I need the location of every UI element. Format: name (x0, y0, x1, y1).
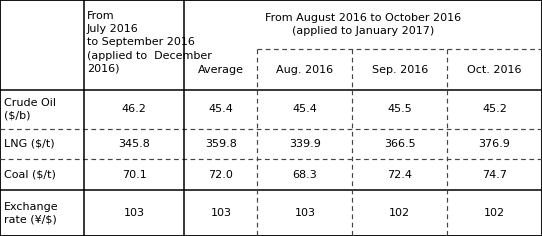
Text: 45.5: 45.5 (388, 104, 412, 114)
Text: Exchange
rate (¥/$): Exchange rate (¥/$) (4, 202, 59, 224)
Text: 74.7: 74.7 (482, 170, 507, 180)
Text: 45.2: 45.2 (482, 104, 507, 114)
Text: Crude Oil
($/b): Crude Oil ($/b) (4, 98, 56, 120)
Text: 103: 103 (210, 208, 231, 218)
Text: 70.1: 70.1 (122, 170, 146, 180)
Text: 366.5: 366.5 (384, 139, 416, 149)
Text: 72.4: 72.4 (387, 170, 412, 180)
Text: 68.3: 68.3 (293, 170, 317, 180)
Text: From
July 2016
to September 2016
(applied to  December
2016): From July 2016 to September 2016 (applie… (87, 11, 211, 74)
Text: From August 2016 to October 2016
(applied to January 2017): From August 2016 to October 2016 (applie… (265, 13, 461, 36)
Text: Aug. 2016: Aug. 2016 (276, 64, 333, 75)
Text: 376.9: 376.9 (479, 139, 511, 149)
Text: Sep. 2016: Sep. 2016 (372, 64, 428, 75)
Text: 103: 103 (124, 208, 145, 218)
Text: 45.4: 45.4 (293, 104, 317, 114)
Text: Average: Average (198, 64, 244, 75)
Text: 72.0: 72.0 (209, 170, 233, 180)
Text: 359.8: 359.8 (205, 139, 237, 149)
Text: 46.2: 46.2 (122, 104, 146, 114)
Text: 103: 103 (294, 208, 315, 218)
Text: Oct. 2016: Oct. 2016 (467, 64, 522, 75)
Text: 102: 102 (389, 208, 410, 218)
Text: 102: 102 (484, 208, 505, 218)
Text: 345.8: 345.8 (118, 139, 150, 149)
Text: Coal ($/t): Coal ($/t) (4, 170, 56, 180)
Text: LNG ($/t): LNG ($/t) (4, 139, 55, 149)
Text: 45.4: 45.4 (209, 104, 233, 114)
Text: 339.9: 339.9 (289, 139, 321, 149)
